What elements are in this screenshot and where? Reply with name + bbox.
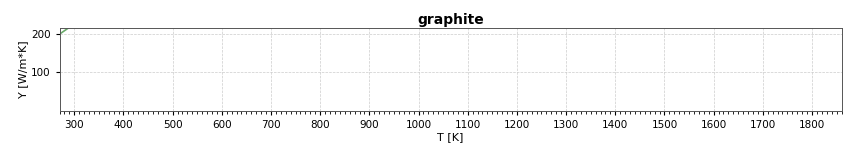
Y-axis label: Y [W/m*K]: Y [W/m*K]: [18, 41, 28, 98]
Title: graphite: graphite: [417, 13, 484, 27]
X-axis label: T [K]: T [K]: [437, 132, 464, 142]
